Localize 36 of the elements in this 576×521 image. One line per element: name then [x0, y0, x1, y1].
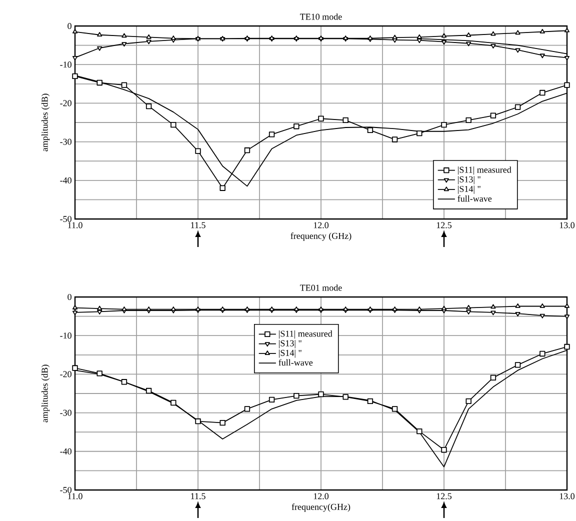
chart-title: TE01 mode	[300, 284, 342, 291]
legend-label: full-wave	[278, 359, 313, 366]
x-tick-label: 12.5	[436, 222, 452, 228]
y-tick-label: -40	[60, 448, 72, 454]
y-tick-label: -20	[60, 100, 72, 106]
y-tick-label: -30	[60, 410, 72, 416]
legend-label: |S14| "	[458, 186, 480, 194]
x-axis-title: frequency(GHz)	[292, 503, 350, 512]
legend-label: |S13| "	[458, 176, 480, 184]
y-tick-label: -20	[60, 371, 72, 378]
x-tick-label: 12.5	[436, 493, 452, 500]
y-tick-label: 0	[68, 294, 72, 300]
legend-label: |S11| measured	[458, 166, 512, 175]
legend-label: |S14| "	[279, 350, 302, 358]
y-tick-label: -30	[60, 138, 72, 145]
y-tick-label: -40	[60, 177, 72, 184]
x-tick-label: 11.0	[68, 493, 82, 500]
legend-label: full-wave	[458, 195, 492, 202]
y-tick-label: 0	[68, 22, 72, 30]
x-tick-label: 13.0	[560, 493, 575, 500]
legend-label: |S11| measured	[279, 330, 332, 339]
y-axis-title: amplitudes (dB)	[41, 94, 50, 152]
y-axis-title: amplitudes (dB)	[41, 364, 50, 422]
x-axis-title: frequency (GHz)	[290, 232, 352, 241]
y-tick-label: -10	[60, 62, 72, 68]
legend-label: |S13| "	[279, 340, 302, 348]
y-tick-label: -10	[60, 332, 72, 339]
chart-title: TE10 mode	[300, 13, 342, 20]
x-tick-label: 13.0	[560, 222, 575, 228]
x-tick-label: 11.5	[191, 493, 206, 500]
x-tick-label: 12.0	[314, 493, 329, 500]
x-tick-label: 11.5	[191, 222, 206, 228]
y-tick-label: -50	[60, 486, 72, 494]
x-tick-label: 11.0	[68, 222, 82, 228]
x-tick-label: 12.0	[314, 222, 329, 228]
y-tick-label: -50	[60, 216, 72, 222]
